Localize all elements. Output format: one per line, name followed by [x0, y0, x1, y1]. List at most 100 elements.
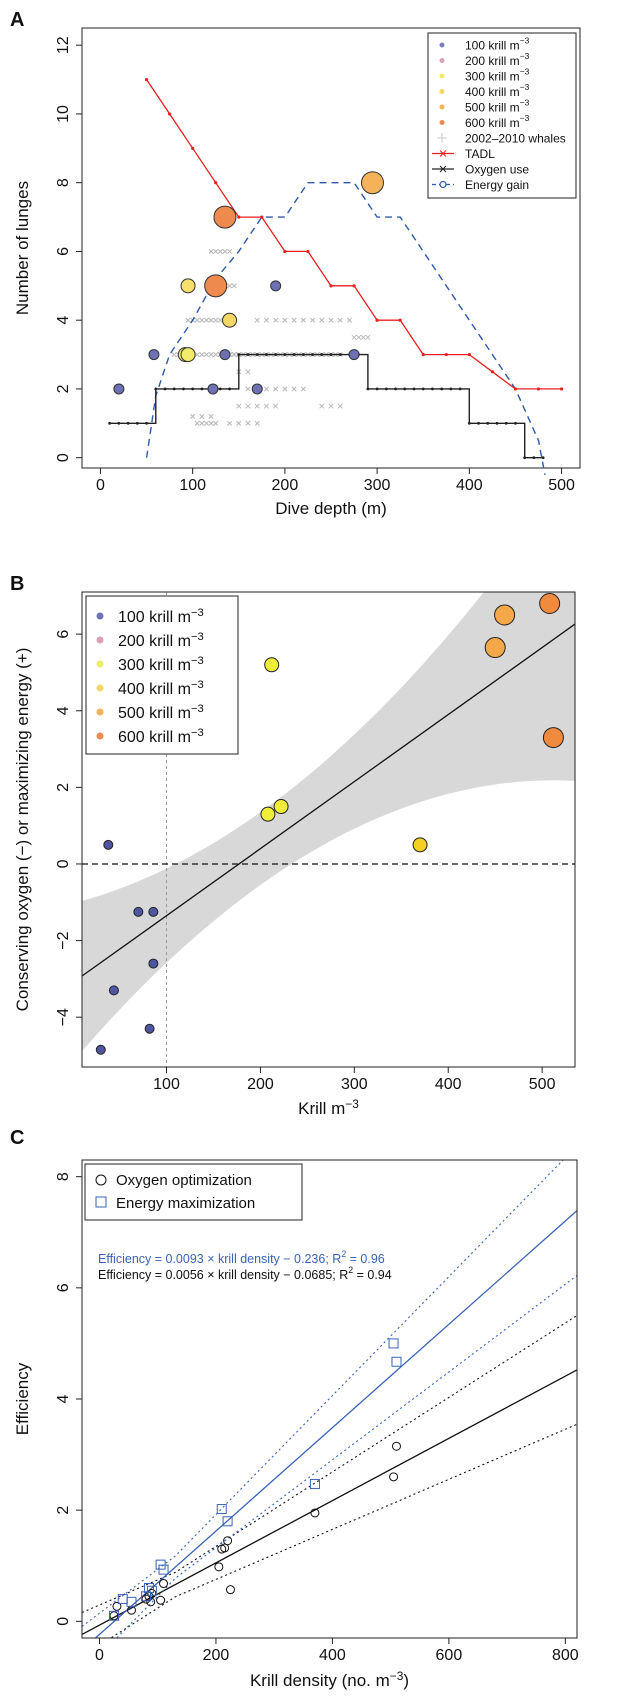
a-whale-point: [199, 317, 205, 323]
a-oxygen-point: [228, 387, 231, 391]
a-legend-label: Energy gain: [465, 178, 529, 192]
a-tadl-point: [352, 284, 356, 288]
a-whale-point: [199, 420, 205, 426]
a-whale-point: [245, 420, 251, 426]
a-whale-point: [319, 403, 325, 409]
a-tadl-point: [467, 352, 471, 357]
c-oxygen-prediction-band: [82, 1315, 577, 1614]
a-oxygen-point: [191, 387, 195, 391]
a-observed-point: [361, 171, 384, 195]
b-x-tick-label: 200: [247, 1076, 274, 1093]
b-legend-box: [85, 595, 239, 755]
a-whale-point: [245, 386, 251, 392]
b-data-point: [412, 837, 428, 853]
c-energy-point: [216, 1504, 227, 1515]
b-x-tick-label: 500: [529, 1076, 556, 1093]
panel-label-c: C: [10, 1127, 24, 1149]
a-whale-point: [203, 317, 210, 323]
panel-a: A 0 100 200 300 400 500 0 2 4 6 8 10 12 Dive depth (m)…: [10, 9, 581, 518]
c-energy-point: [391, 1356, 402, 1367]
a-whale-point: [208, 352, 214, 358]
b-plot-area: [82, 592, 575, 1067]
a-oxygen-point: [514, 421, 517, 425]
a-y-tick-label: 10: [55, 105, 72, 123]
a-oxygen-point: [163, 387, 167, 391]
a-whale-point: [227, 248, 233, 254]
a-whale-point: [365, 334, 371, 340]
a-legend-label: 200 krill m−3: [465, 51, 530, 68]
a-oxygen-point: [172, 387, 176, 391]
a-whale-point: [213, 420, 219, 426]
b-y-tick-label: −4: [55, 1008, 72, 1026]
c-x-tick-label: 600: [436, 1647, 463, 1664]
a-oxygen-point: [449, 387, 453, 391]
c-energy-point: [309, 1479, 320, 1490]
a-whale-point: [203, 420, 210, 426]
a-y-tick-label: 0: [55, 453, 72, 462]
a-whale-point: [282, 386, 288, 392]
a-whale-point: [356, 334, 362, 340]
a-whale-point: [319, 317, 325, 323]
a-y-tick-label: 2: [55, 384, 72, 393]
a-whale-point: [360, 334, 366, 340]
b-confidence-band: [82, 592, 575, 1052]
a-legend-swatch: [439, 120, 445, 125]
b-y-tick-label: 6: [55, 630, 72, 639]
a-whale-point: [328, 317, 334, 323]
a-oxygen-point: [154, 387, 158, 391]
a-whale-point: [171, 352, 177, 358]
a-whale-point: [291, 317, 297, 323]
c-legend-label: Energy maximization: [116, 1195, 255, 1212]
a-oxygen-point: [108, 421, 112, 425]
b-data-point: [273, 799, 289, 815]
b-legend-swatch: [96, 636, 104, 644]
a-whale-point: [245, 369, 251, 375]
a-whale-point: [213, 248, 219, 254]
a-x-tick-label: 0: [96, 477, 105, 494]
a-y-tick-label: 6: [55, 247, 72, 256]
c-energy-fit-line: [94, 1210, 577, 1638]
c-oxygen-prediction-band: [109, 1423, 577, 1638]
b-data-point: [260, 806, 276, 822]
a-tadl-point: [260, 215, 264, 219]
a-whale-point: [208, 413, 214, 419]
a-oxygen-point: [523, 456, 527, 460]
b-y-tick-label: 2: [55, 783, 72, 792]
b-x-tick-label: 100: [153, 1076, 180, 1093]
a-legend-swatch: [439, 104, 445, 110]
a-whale-point: [254, 317, 260, 323]
c-oxygen-fit-line: [82, 1369, 577, 1636]
a-tadl-point: [191, 146, 195, 150]
a-whale-point: [254, 420, 260, 426]
a-whale-point: [199, 352, 205, 358]
a-x-tick-label: 100: [179, 477, 206, 494]
a-tadl-point: [375, 318, 379, 322]
c-oxygen-point: [112, 1601, 122, 1611]
a-oxygen-point: [412, 387, 416, 391]
panel-label-a: A: [10, 9, 24, 31]
a-legend-label: Oxygen use: [465, 163, 529, 177]
a-oxygen-point: [301, 353, 305, 356]
a-legend-swatch: [439, 58, 445, 63]
a-whale-point: [245, 403, 251, 409]
a-legend-swatch: [437, 133, 447, 143]
a-legend-label: 100 krill m−3: [465, 36, 530, 53]
c-x-tick-label: 200: [203, 1647, 230, 1664]
a-whale-point: [236, 420, 242, 426]
a-whale-point: [346, 317, 352, 323]
a-tadl-point: [237, 215, 241, 219]
a-whale-point: [227, 420, 233, 426]
c-energy-point: [109, 1610, 120, 1621]
c-oxygen-equation: Efficiency = 0.0056 × krill density − 0.…: [98, 1265, 392, 1282]
a-tadl-point: [536, 387, 541, 391]
a-legend-label: 600 krill m−3: [465, 113, 530, 130]
a-oxygen-point: [320, 353, 324, 356]
a-whale-point: [213, 317, 219, 323]
a-whale-point: [273, 386, 279, 392]
c-legend-swatch: [95, 1174, 107, 1186]
c-y-tick-label: 6: [55, 1283, 72, 1292]
b-y-tick-label: 0: [55, 859, 72, 868]
panel-c: C 0 200 400 600 800 0 2 4 6 8 Krill density (no. m−…: [10, 1127, 579, 1690]
b-legend-label: 500 krill m−3: [118, 703, 204, 722]
plot-frame: [81, 591, 576, 1068]
